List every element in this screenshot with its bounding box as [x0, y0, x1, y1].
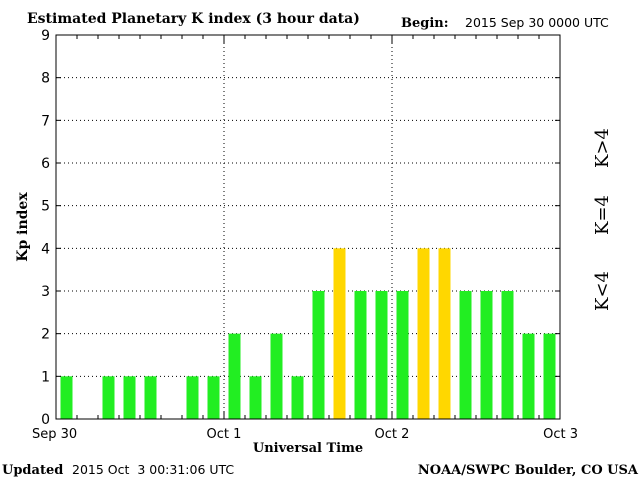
- kp-bar: [102, 376, 115, 419]
- kp-bar: [60, 376, 73, 419]
- kp-bar: [291, 376, 304, 419]
- x-tick-label: Sep 30: [32, 427, 77, 442]
- x-tick-label: Oct 2: [375, 427, 410, 442]
- y-tick-label: 1: [41, 369, 50, 385]
- y-tick-label: 0: [41, 412, 50, 428]
- x-tick-label: Oct 3: [543, 427, 578, 442]
- chart-title: Estimated Planetary K index (3 hour data…: [27, 11, 360, 27]
- bar-series: [60, 248, 556, 419]
- kp-bar: [333, 248, 346, 419]
- kp-bar: [480, 291, 493, 419]
- kp-bar: [354, 291, 367, 419]
- y-tick-label: 2: [41, 327, 50, 343]
- y-tick-label: 8: [41, 71, 50, 87]
- kp-bar: [375, 291, 388, 419]
- y-tick-label: 7: [41, 113, 50, 129]
- x-axis-ticks: Sep 30 Oct 1 Oct 2 Oct 3: [32, 35, 578, 442]
- y-axis-ticks: 0 1 2 3 4 5 6 7 8 9: [41, 28, 560, 428]
- x-tick-label: Oct 1: [207, 427, 242, 442]
- updated-value: 2015 Oct 3 00:31:06 UTC: [72, 462, 234, 477]
- kp-bar: [417, 248, 430, 419]
- kp-bar: [438, 248, 451, 419]
- kp-bar: [186, 376, 199, 419]
- kp-bar: [144, 376, 157, 419]
- legend-low: K<4: [592, 271, 613, 311]
- y-tick-label: 3: [41, 284, 50, 300]
- y-axis-label: Kp index: [15, 192, 31, 262]
- kp-bar: [543, 333, 556, 419]
- kp-bar: [270, 333, 283, 419]
- kp-bar: [396, 291, 409, 419]
- x-axis-label: Universal Time: [253, 441, 363, 456]
- kp-bar: [459, 291, 472, 419]
- kp-bar: [249, 376, 262, 419]
- kp-bar: [123, 376, 136, 419]
- y-tick-label: 6: [41, 156, 50, 172]
- updated-label: Updated: [2, 463, 63, 478]
- begin-label: Begin:: [401, 16, 449, 31]
- legend-mid: K=4: [592, 195, 613, 235]
- kp-bar: [501, 291, 514, 419]
- kp-bar: [228, 333, 241, 419]
- begin-value: 2015 Sep 30 0000 UTC: [465, 15, 609, 30]
- kp-bar: [207, 376, 220, 419]
- legend-high: K>4: [592, 128, 613, 168]
- kp-bar: [312, 291, 325, 419]
- source-credit: NOAA/SWPC Boulder, CO USA: [418, 463, 639, 478]
- y-tick-label: 5: [41, 199, 50, 215]
- kp-bar: [522, 333, 535, 419]
- y-tick-label: 9: [41, 28, 50, 44]
- y-tick-label: 4: [41, 241, 50, 257]
